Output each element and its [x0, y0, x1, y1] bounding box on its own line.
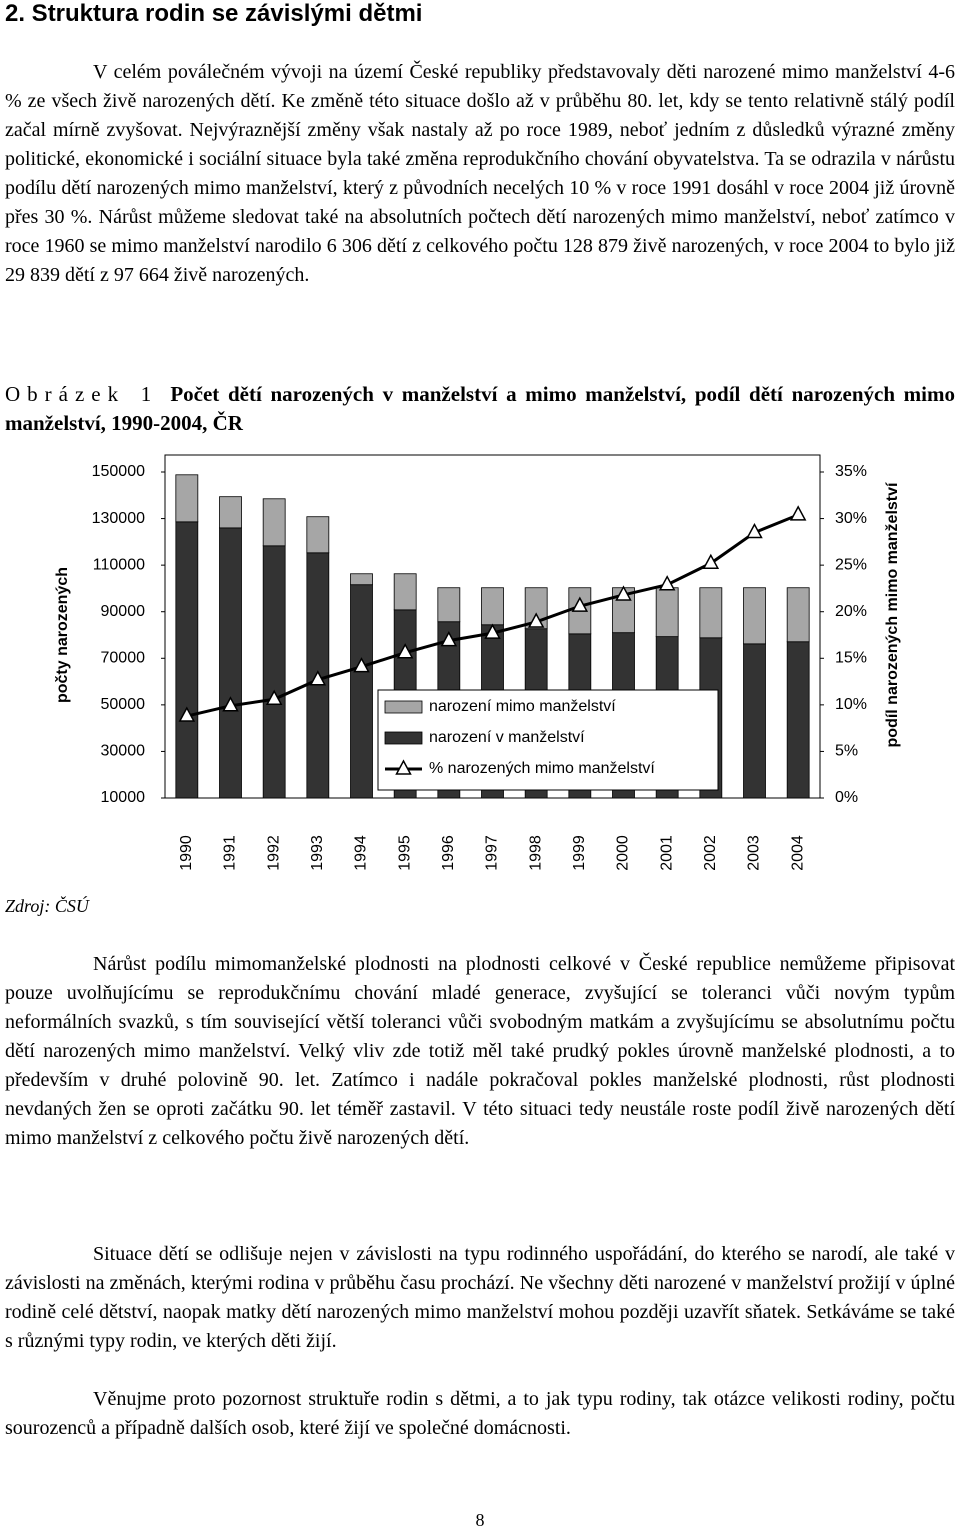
line-marker: [746, 522, 763, 539]
caption-label: Obrázek 1: [5, 382, 159, 406]
y2-tick-label: 25%: [835, 556, 867, 573]
bar: [393, 573, 417, 611]
line-marker: [222, 696, 239, 712]
heading: 2. Struktura rodin se závislými dětmi: [5, 0, 423, 27]
bar: [786, 587, 810, 643]
x-tick-label: 1990: [178, 835, 195, 870]
figure-caption: Obrázek 1 Počet dětí narozených v manžels…: [5, 380, 955, 438]
y-tick-label: 30000: [101, 743, 146, 760]
line-marker: [309, 670, 327, 686]
y-axis-title: počty narozených: [54, 567, 71, 703]
y2-tick-label: 35%: [835, 463, 867, 480]
line-marker: [178, 706, 196, 722]
bar: [437, 587, 461, 623]
paragraph: Nárůst podílu mimomanželské plodnosti na…: [5, 953, 955, 1149]
line-marker: [702, 553, 720, 570]
x-tick-label: 1998: [527, 835, 544, 870]
y-tick-label: 10000: [101, 789, 146, 806]
x-tick-label: 1993: [309, 835, 326, 870]
bar: [219, 496, 242, 529]
legend-label: % narozených mimo manželství: [429, 760, 655, 777]
y2-tick-label: 30%: [835, 510, 867, 527]
x-tick-label: 2004: [789, 835, 806, 870]
y2-tick-label: 0%: [835, 789, 858, 806]
x-tick-label: 1991: [222, 835, 239, 870]
y-tick-label: 110000: [93, 556, 145, 573]
x-tick-label: 2001: [658, 835, 675, 870]
x-tick-label: 1994: [353, 835, 370, 870]
y2-tick-label: 15%: [835, 650, 867, 667]
legend-label: narození mimo manželství: [429, 698, 616, 715]
x-tick-label: 1992: [265, 835, 282, 870]
bar: [175, 521, 199, 799]
bar: [655, 587, 679, 638]
line-marker: [789, 505, 807, 521]
y-tick-label: 50000: [101, 696, 146, 713]
line-marker: [615, 585, 632, 601]
line-marker: [396, 643, 414, 659]
page-number: 8: [475, 1510, 485, 1530]
x-tick-label: 2003: [746, 835, 763, 870]
line-marker: [571, 596, 589, 612]
bar: [219, 527, 242, 799]
x-tick-label: 1999: [571, 835, 588, 870]
bar: [743, 643, 766, 799]
y2-tick-label: 20%: [835, 603, 867, 620]
bar: [786, 641, 810, 799]
y2-tick-label: 5%: [835, 743, 858, 760]
legend-label: narození v manželství: [429, 729, 585, 746]
legend-marker: [395, 759, 412, 775]
chart: 10000 30000 50000 70000 90000 110000 130000 150…: [54, 454, 901, 870]
x-tick-label: 1995: [396, 835, 413, 870]
y2-axis-title: podíl narozených mimo manželství: [884, 482, 901, 748]
legend-swatch: [384, 700, 423, 714]
paragraph: Situace dětí se odlišuje nejen v závislo…: [5, 1243, 955, 1352]
caption-text: Počet dětí narozených v manželství a mim…: [5, 382, 956, 435]
line-marker: [527, 612, 545, 628]
x-tick-label: 2000: [615, 835, 632, 870]
bar: [350, 573, 373, 586]
source: Zdroj: ČSÚ: [5, 896, 89, 916]
y-tick-label: 130000: [92, 510, 145, 527]
bar: [306, 516, 330, 554]
y-tick-label: 70000: [101, 650, 146, 667]
line-marker: [265, 689, 283, 706]
y2-tick-label: 10%: [835, 696, 867, 713]
paragraph: Věnujme proto pozornost struktuře rodin …: [5, 1388, 955, 1439]
x-tick-label: 1996: [440, 835, 457, 870]
bar: [175, 474, 199, 523]
legend-box: [377, 689, 719, 791]
paragraph: V celém poválečném vývoji na území České…: [5, 61, 955, 286]
line-marker: [484, 623, 501, 639]
x-tick-label: 2002: [702, 835, 719, 870]
x-tick-label: 1997: [484, 835, 501, 870]
bar: [262, 498, 286, 547]
legend-swatch: [384, 731, 423, 745]
line-marker: [353, 657, 370, 673]
bar: [350, 584, 373, 799]
line-marker: [658, 575, 676, 591]
bar: [481, 587, 504, 626]
y-tick-label: 150000: [92, 463, 145, 480]
bar: [262, 545, 286, 799]
bar: [743, 587, 766, 645]
bar: [699, 587, 723, 639]
y-tick-label: 90000: [101, 603, 146, 620]
line-marker: [440, 631, 458, 647]
